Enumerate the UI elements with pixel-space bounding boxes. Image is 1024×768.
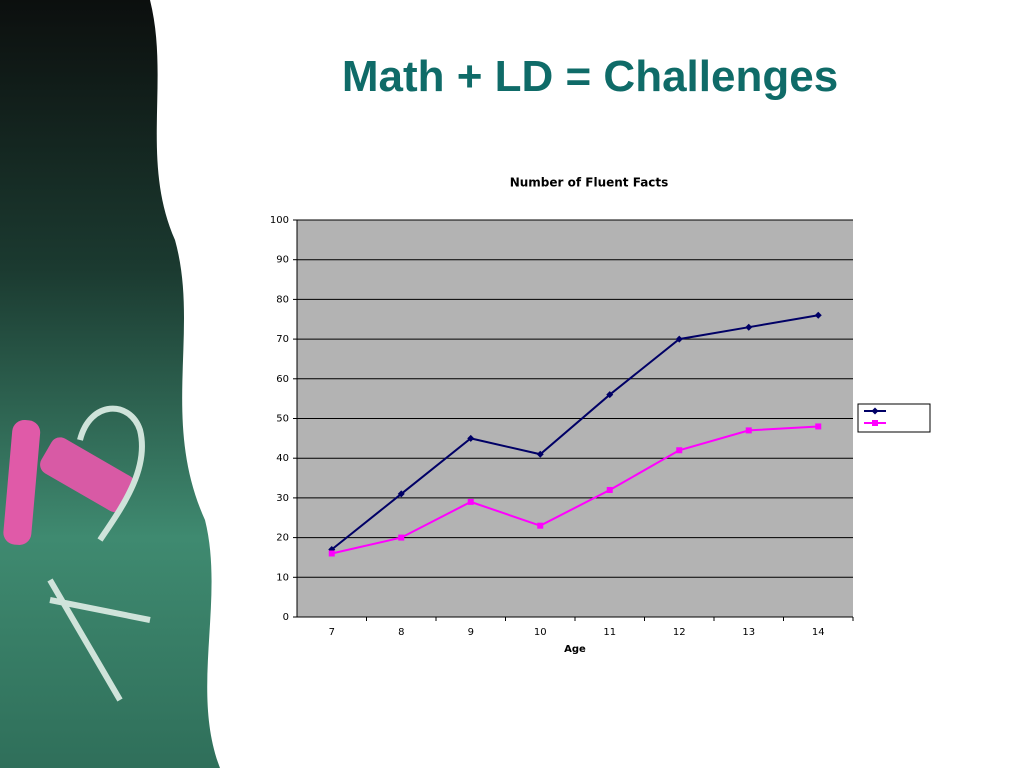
y-tick-label: 0 (283, 612, 289, 623)
y-tick-label: 20 (276, 533, 289, 544)
data-point (536, 450, 544, 458)
x-tick-label: 7 (329, 627, 335, 638)
data-point (606, 391, 614, 399)
data-point (397, 490, 405, 498)
x-tick-label: 8 (398, 627, 404, 638)
data-point (398, 534, 405, 541)
legend-marker (871, 407, 879, 415)
chalkboard-decoration (0, 0, 220, 768)
x-tick-label: 14 (812, 627, 825, 638)
x-tick-label: 13 (742, 627, 755, 638)
series-line (331, 425, 819, 555)
series-line (331, 314, 819, 551)
y-tick-label: 40 (276, 453, 289, 464)
x-tick-label: 12 (673, 627, 686, 638)
y-tick-label: 30 (276, 493, 289, 504)
data-point (467, 434, 475, 442)
y-tick-label: 100 (270, 215, 289, 226)
data-point (815, 423, 822, 430)
data-point (606, 486, 613, 493)
data-point (676, 447, 683, 454)
legend-marker (872, 420, 878, 426)
y-tick-label: 10 (276, 572, 289, 583)
y-tick-label: 50 (276, 414, 289, 425)
y-tick-label: 80 (276, 294, 289, 305)
data-point (745, 427, 752, 434)
x-axis-label: Age (564, 644, 586, 655)
legend-box (857, 403, 931, 433)
data-point (328, 550, 335, 557)
data-point (745, 323, 753, 331)
y-tick-label: 60 (276, 374, 289, 385)
data-point (467, 498, 474, 505)
chart-title: Number of Fluent Facts (510, 176, 669, 190)
y-tick-label: 70 (276, 334, 289, 345)
y-tick-label: 90 (276, 255, 289, 266)
x-tick-label: 9 (468, 627, 474, 638)
data-point (537, 522, 544, 529)
slide-title: Math + LD = Challenges (341, 52, 839, 101)
x-tick-label: 11 (603, 627, 616, 638)
data-point (814, 311, 822, 319)
data-point (675, 335, 683, 343)
x-tick-label: 10 (534, 627, 547, 638)
